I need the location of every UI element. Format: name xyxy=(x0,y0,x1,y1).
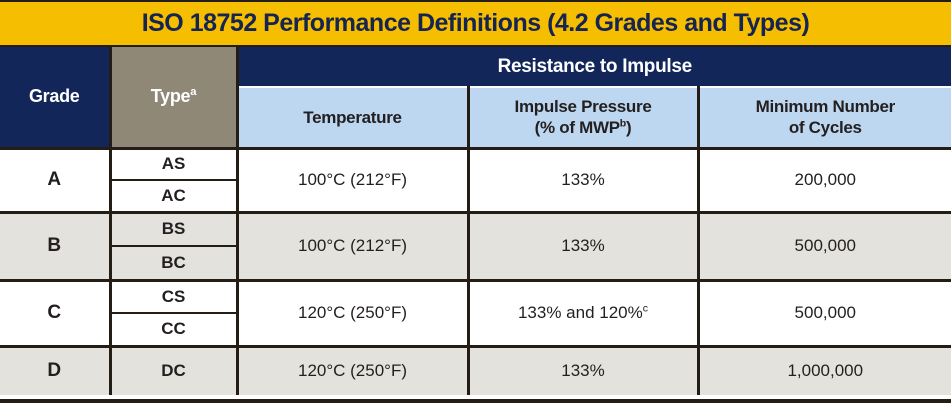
temperature-cell-b: 100°C (212°F) xyxy=(235,210,470,282)
subheader-row: Temperature Impulse Pressure (% of MWPb)… xyxy=(0,86,951,150)
type-cell-cc: CC xyxy=(108,313,239,348)
min-cycles-cell-a: 200,000 xyxy=(696,146,951,214)
min-cycles-cell-b: 500,000 xyxy=(696,210,951,282)
table-row-grade-b-sub: BC xyxy=(0,246,951,282)
type-cell-as: AS xyxy=(108,146,239,181)
grade-cell-b: B xyxy=(0,210,112,282)
impulse-pressure-cell-a: 133% xyxy=(466,146,700,214)
impulse-pressure-cell-d: 133% xyxy=(466,344,700,395)
impulse-pressure-line2: (% of MWP xyxy=(534,118,620,138)
temperature-cell-d: 120°C (250°F) xyxy=(235,344,470,395)
grade-cell-d: D xyxy=(0,344,112,395)
temperature-cell-a: 100°C (212°F) xyxy=(235,146,470,214)
type-cell-bs: BS xyxy=(108,210,239,247)
type-cell-dc: DC xyxy=(108,344,239,395)
table-row-grade-a-sub: AC xyxy=(0,180,951,214)
min-cycles-line2: of Cycles xyxy=(788,118,862,138)
footnote-a-marker: a xyxy=(190,86,197,99)
impulse-pressure-cell-b: 133% xyxy=(466,210,700,282)
table-row-grade-c: C CS 120°C (250°F) 133% and 120%c 500,00… xyxy=(0,278,951,348)
table-row-grade-d: D DC 120°C (250°F) 133% 1,000,000 xyxy=(0,344,951,395)
min-cycles-line1: Minimum Number xyxy=(755,97,896,116)
col-header-type: Typea xyxy=(108,47,239,150)
col-header-min-cycles: Minimum Number of Cycles xyxy=(696,86,951,150)
impulse-pressure-line2-close: ) xyxy=(625,118,632,138)
min-cycles-cell-d: 1,000,000 xyxy=(696,344,951,395)
impulse-pressure-cell-c: 133% and 120%c xyxy=(466,278,700,348)
col-header-type-label: Type xyxy=(150,86,191,107)
header-band-row: Grade Typea Resistance to Impulse xyxy=(0,47,951,150)
type-cell-cs: CS xyxy=(108,278,239,314)
grade-cell-a: A xyxy=(0,146,112,214)
col-header-grade: Grade xyxy=(0,47,112,150)
footnote-c-marker: c xyxy=(642,302,649,315)
type-cell-bc: BC xyxy=(108,246,239,282)
table-row-grade-c-sub: CC xyxy=(0,313,951,348)
footnote-b-marker: b xyxy=(619,117,626,130)
col-header-impulse-pressure: Impulse Pressure (% of MWPb) xyxy=(466,86,700,150)
table-title-bar: ISO 18752 Performance Definitions (4.2 G… xyxy=(0,2,951,47)
page-title: ISO 18752 Performance Definitions (4.2 G… xyxy=(141,9,810,37)
grades-table: Grade Typea Resistance to Impulse Temper… xyxy=(0,47,951,395)
temperature-cell-c: 120°C (250°F) xyxy=(235,278,470,348)
grade-cell-c: C xyxy=(0,278,112,348)
table-row-grade-b: B BS 100°C (212°F) 133% 500,000 xyxy=(0,210,951,282)
impulse-pressure-line1: Impulse Pressure xyxy=(514,97,652,116)
min-cycles-cell-c: 500,000 xyxy=(696,278,951,348)
impulse-pressure-value-c: 133% and 120% xyxy=(517,303,643,322)
col-header-temperature: Temperature xyxy=(235,86,470,150)
resistance-to-impulse-band: Resistance to Impulse xyxy=(235,47,951,88)
table-row-grade-a: A AS 100°C (212°F) 133% 200,000 xyxy=(0,146,951,214)
type-cell-ac: AC xyxy=(108,180,239,214)
